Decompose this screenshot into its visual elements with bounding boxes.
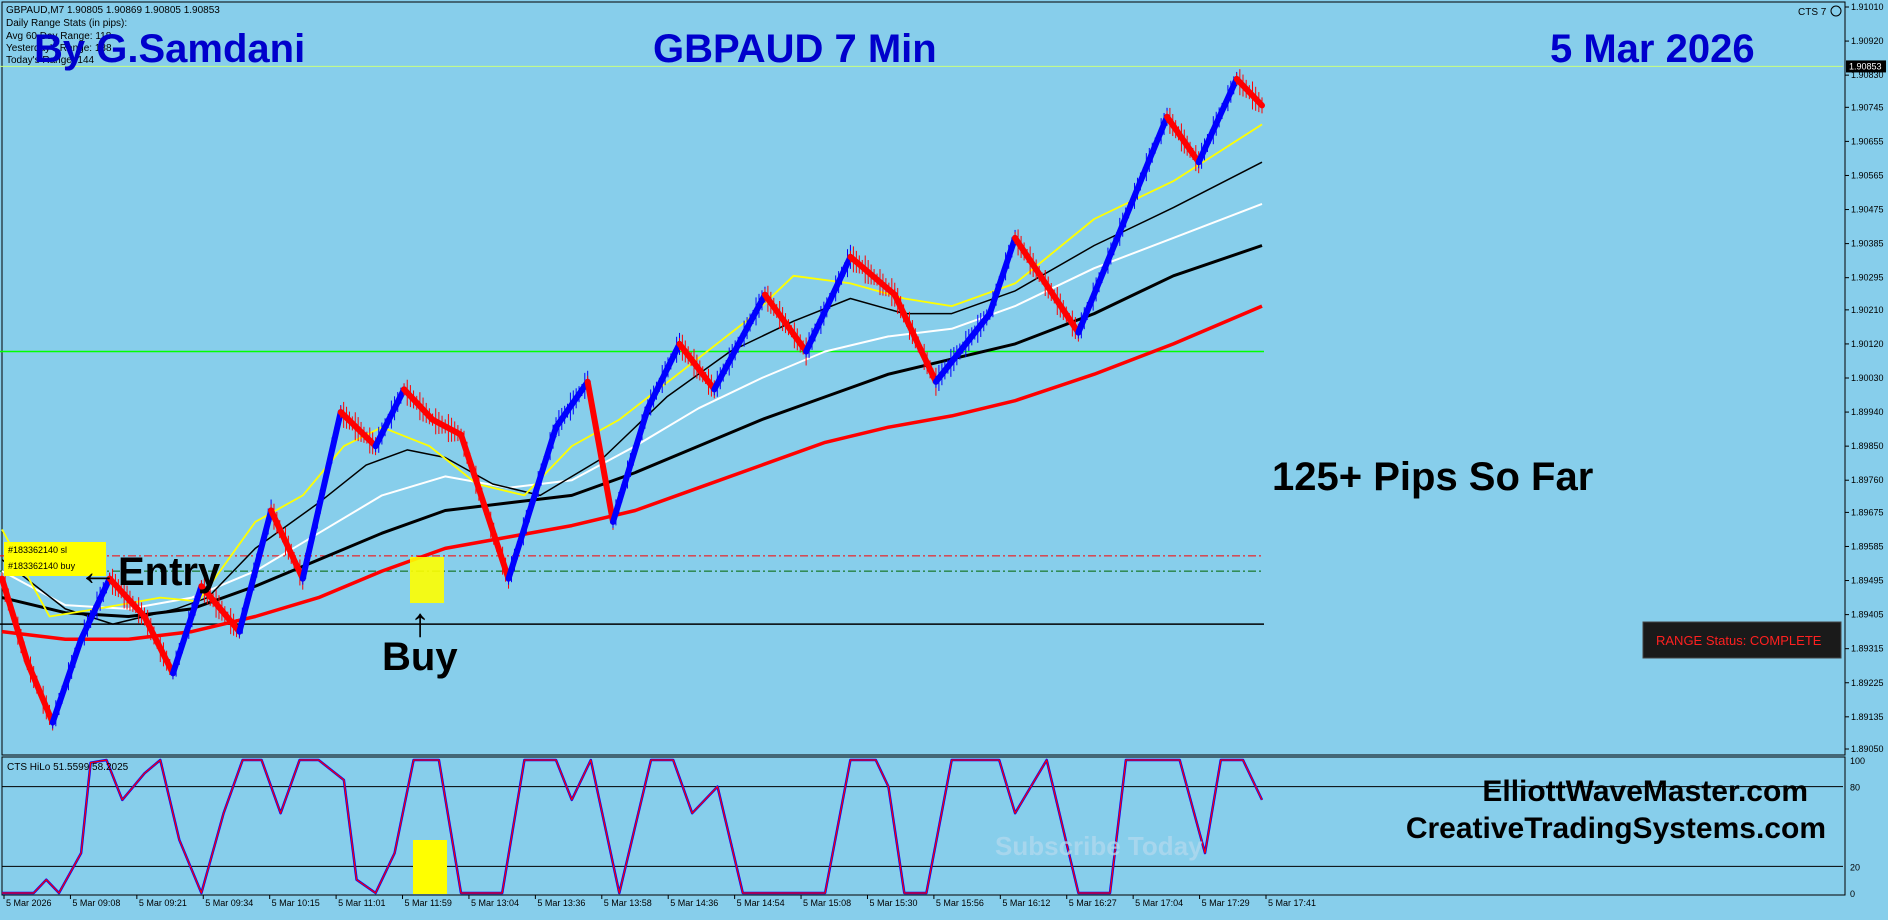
order-buy-label: #183362140 buy: [8, 561, 76, 571]
x-tick-label: 5 Mar 09:34: [205, 898, 253, 908]
order-label-box: [4, 542, 106, 576]
x-tick-label: 5 Mar 14:36: [670, 898, 718, 908]
y-tick-label: 1.90565: [1851, 170, 1884, 180]
y-tick-label: 1.90295: [1851, 273, 1884, 283]
x-tick-label: 5 Mar 15:08: [803, 898, 851, 908]
y-tick-label: 1.90120: [1851, 339, 1884, 349]
y-tick-label: 1.91010: [1851, 2, 1884, 12]
price-axis[interactable]: 1.91010 1.90920 1.90830 1.90745 1.90655 1.905…: [1845, 2, 1886, 754]
x-tick-label: 5 Mar 2026: [6, 898, 52, 908]
y-tick-label: 1.90655: [1851, 136, 1884, 146]
oscillator-tick-label: 80: [1850, 783, 1860, 793]
daily-stats-line: Yesterday's Range: 188: [6, 43, 112, 54]
y-tick-label: 1.89315: [1851, 644, 1884, 654]
arrow-up-icon: ↑: [410, 601, 430, 645]
daily-stats-line: Today's Range: 144: [6, 55, 95, 66]
y-tick-label: 1.89675: [1851, 507, 1884, 517]
y-tick-label: 1.90830: [1851, 70, 1884, 80]
entry-label: Entry: [118, 550, 221, 594]
up-swing: [169, 583, 205, 677]
x-tick-label: 5 Mar 09:08: [72, 898, 120, 908]
x-tick-label: 5 Mar 11:01: [338, 898, 385, 908]
x-tick-label: 5 Mar 15:56: [936, 898, 984, 908]
entry-highlight: [410, 557, 444, 603]
x-tick-label: 5 Mar 13:36: [537, 898, 585, 908]
buy-label: Buy: [382, 635, 458, 679]
y-tick-label: 1.89135: [1851, 712, 1884, 722]
y-tick-label: 1.89850: [1851, 441, 1884, 451]
up-swing: [49, 636, 85, 726]
y-tick-label: 1.89405: [1851, 610, 1884, 620]
ma-red-line: [1, 304, 1263, 641]
y-tick-label: 1.90745: [1851, 102, 1884, 112]
time-axis[interactable]: 5 Mar 2026 5 Mar 09:08 5 Mar 09:21 5 Mar 09…: [3, 895, 1316, 908]
oscillator-highlight: [413, 840, 447, 894]
oscillator-tick-label: 100: [1850, 756, 1865, 766]
y-tick-label: 1.89585: [1851, 541, 1884, 551]
up-swing: [372, 386, 408, 450]
y-tick-label: 1.89495: [1851, 576, 1884, 586]
daily-stats-line: Avg 60 Day Range: 118: [6, 31, 112, 42]
x-tick-label: 5 Mar 10:15: [272, 898, 320, 908]
y-tick-label: 1.90210: [1851, 305, 1884, 315]
down-swing: [401, 386, 436, 423]
x-tick-label: 5 Mar 11:59: [405, 898, 452, 908]
oscillator-label: CTS HiLo 51.5599 58.2025: [7, 762, 129, 773]
x-tick-label: 5 Mar 15:30: [869, 898, 917, 908]
price-bars: [0, 69, 1265, 731]
arrow-left-icon: ←: [78, 550, 118, 594]
up-swing: [803, 253, 854, 355]
down-swing: [429, 416, 465, 438]
indicator-label: CTS 7: [1798, 7, 1827, 18]
horizontal-lines: [0, 65, 1843, 625]
y-tick-label: 1.90030: [1851, 373, 1884, 383]
oscillator-tick-label: 20: [1850, 862, 1860, 872]
author-title: By G.Samdani: [34, 27, 305, 71]
y-tick-label: 1.89760: [1851, 475, 1884, 485]
ma-yellow-line: [1, 123, 1263, 618]
x-tick-label: 5 Mar 13:04: [471, 898, 519, 908]
y-tick-label: 1.89940: [1851, 407, 1884, 417]
order-sl-label: #183362140 sl: [8, 545, 67, 555]
chart-title: GBPAUD 7 Min: [653, 27, 937, 71]
website-label[interactable]: CreativeTradingSystems.com: [1406, 812, 1826, 845]
current-price-label: 1.90853: [1849, 61, 1882, 71]
down-swing: [847, 253, 898, 298]
up-swing: [78, 575, 113, 643]
x-tick-label: 5 Mar 13:58: [604, 898, 652, 908]
x-tick-label: 5 Mar 17:41: [1268, 898, 1316, 908]
symbol-info: GBPAUD,M7 1.90805 1.90869 1.90805 1.9085…: [6, 5, 220, 16]
y-tick-label: 1.90385: [1851, 239, 1884, 249]
daily-stats-title: Daily Range Stats (in pips):: [6, 18, 127, 29]
y-tick-label: 1.89050: [1851, 744, 1884, 754]
down-swing: [1012, 234, 1082, 336]
down-swing: [141, 613, 176, 677]
x-tick-label: 5 Mar 16:27: [1069, 898, 1117, 908]
x-tick-label: 5 Mar 17:29: [1202, 898, 1250, 908]
range-status-label: RANGE Status: COMPLETE: [1656, 633, 1822, 648]
oscillator-tick-label: 0: [1850, 889, 1855, 899]
y-tick-label: 1.89225: [1851, 678, 1884, 688]
watermark: Subscribe Today: [995, 831, 1203, 861]
date-title: 5 Mar 2026: [1550, 27, 1755, 71]
y-tick-label: 1.90920: [1851, 36, 1884, 46]
x-tick-label: 5 Mar 17:04: [1135, 898, 1183, 908]
range-status-box: [1642, 621, 1842, 659]
x-tick-label: 5 Mar 09:21: [139, 898, 187, 908]
y-tick-label: 1.90475: [1851, 205, 1884, 215]
pips-note: 125+ Pips So Far: [1272, 455, 1593, 499]
website-label[interactable]: ElliottWaveMaster.com: [1482, 775, 1808, 808]
x-tick-label: 5 Mar 16:12: [1002, 898, 1050, 908]
oscillator-line-red: [2, 759, 1263, 894]
oscillator-frame: [1, 756, 1846, 896]
x-tick-label: 5 Mar 14:54: [737, 898, 785, 908]
current-price-box: [1846, 60, 1886, 73]
oscillator-panel: 100 80 20 0: [2, 756, 1865, 899]
smiley-icon: [1830, 5, 1842, 17]
